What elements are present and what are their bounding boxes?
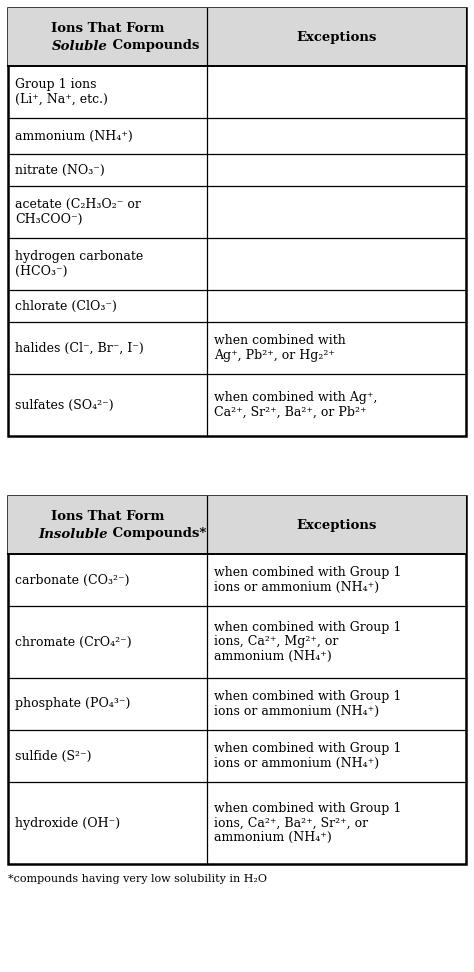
Text: when combined with Group 1: when combined with Group 1 [214, 743, 401, 755]
Text: Soluble: Soluble [52, 40, 108, 52]
Text: sulfide (S²⁻): sulfide (S²⁻) [15, 749, 91, 762]
Text: sulfates (SO₄²⁻): sulfates (SO₄²⁻) [15, 399, 114, 411]
Text: when combined with: when combined with [214, 334, 346, 347]
Text: when combined with Group 1: when combined with Group 1 [214, 621, 401, 634]
Text: Exceptions: Exceptions [296, 518, 377, 532]
Text: hydrogen carbonate: hydrogen carbonate [15, 250, 143, 263]
Text: *compounds having very low solubility in H₂O: *compounds having very low solubility in… [8, 874, 267, 884]
Text: chromate (CrO₄²⁻): chromate (CrO₄²⁻) [15, 636, 132, 648]
Text: Ag⁺, Pb²⁺, or Hg₂²⁺: Ag⁺, Pb²⁺, or Hg₂²⁺ [214, 349, 335, 362]
Text: Group 1 ions: Group 1 ions [15, 79, 97, 91]
Text: Compounds: Compounds [108, 40, 199, 52]
Bar [8, 496, 466, 864]
Text: Compounds*: Compounds* [108, 528, 206, 540]
Text: phosphate (PO₄³⁻): phosphate (PO₄³⁻) [15, 698, 130, 711]
Text: ammonium (NH₄⁺): ammonium (NH₄⁺) [214, 650, 332, 663]
Bar [8, 8, 466, 436]
Text: when combined with Group 1: when combined with Group 1 [214, 802, 401, 815]
Text: when combined with Group 1: when combined with Group 1 [214, 567, 401, 579]
Text: Ca²⁺, Sr²⁺, Ba²⁺, or Pb²⁺: Ca²⁺, Sr²⁺, Ba²⁺, or Pb²⁺ [214, 405, 367, 419]
Bar [8, 8, 466, 66]
Text: ions or ammonium (NH₄⁺): ions or ammonium (NH₄⁺) [214, 705, 379, 717]
Text: chlorate (ClO₃⁻): chlorate (ClO₃⁻) [15, 299, 117, 313]
Text: Insoluble: Insoluble [38, 528, 108, 540]
Text: acetate (C₂H₃O₂⁻ or: acetate (C₂H₃O₂⁻ or [15, 198, 141, 211]
Text: ions, Ca²⁺, Mg²⁺, or: ions, Ca²⁺, Mg²⁺, or [214, 636, 338, 648]
Text: halides (Cl⁻, Br⁻, I⁻): halides (Cl⁻, Br⁻, I⁻) [15, 341, 144, 355]
Text: ions, Ca²⁺, Ba²⁺, Sr²⁺, or: ions, Ca²⁺, Ba²⁺, Sr²⁺, or [214, 816, 368, 829]
Text: when combined with Ag⁺,: when combined with Ag⁺, [214, 392, 378, 404]
Text: ions or ammonium (NH₄⁺): ions or ammonium (NH₄⁺) [214, 757, 379, 770]
Text: ammonium (NH₄⁺): ammonium (NH₄⁺) [214, 831, 332, 844]
Text: ammonium (NH₄⁺): ammonium (NH₄⁺) [15, 129, 133, 143]
Text: ions or ammonium (NH₄⁺): ions or ammonium (NH₄⁺) [214, 580, 379, 594]
Text: when combined with Group 1: when combined with Group 1 [214, 690, 401, 704]
Text: (HCO₃⁻): (HCO₃⁻) [15, 264, 67, 278]
Text: nitrate (NO₃⁻): nitrate (NO₃⁻) [15, 163, 105, 177]
Text: carbonate (CO₃²⁻): carbonate (CO₃²⁻) [15, 573, 129, 586]
Text: Ions That Form: Ions That Form [51, 509, 164, 523]
Text: CH₃COO⁻): CH₃COO⁻) [15, 213, 82, 226]
Text: (Li⁺, Na⁺, etc.): (Li⁺, Na⁺, etc.) [15, 92, 108, 106]
Bar [8, 496, 466, 554]
Text: Exceptions: Exceptions [296, 30, 377, 44]
Text: Ions That Form: Ions That Form [51, 21, 164, 34]
Text: hydroxide (OH⁻): hydroxide (OH⁻) [15, 816, 120, 829]
